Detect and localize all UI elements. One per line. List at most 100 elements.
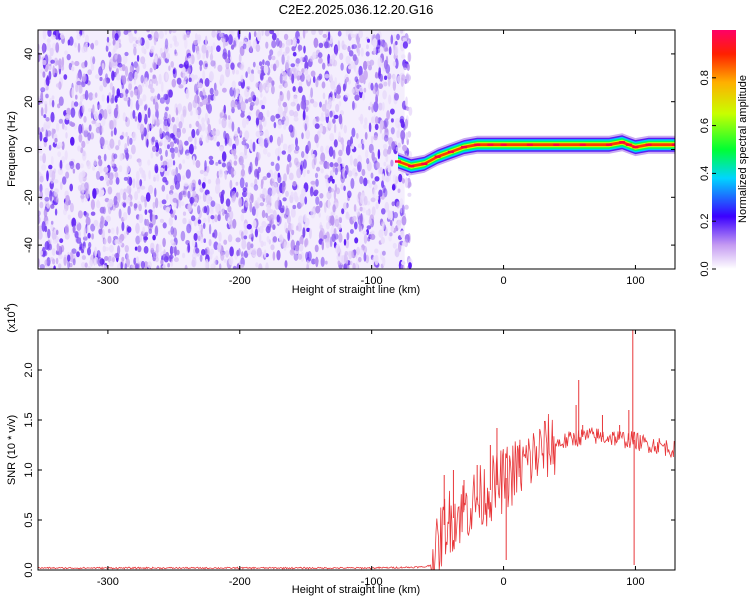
- noise-speckle: [98, 158, 103, 167]
- noise-speckle: [72, 225, 76, 234]
- noise-speckle: [306, 169, 310, 174]
- noise-speckle: [288, 172, 294, 181]
- noise-speckle: [83, 116, 87, 123]
- noise-speckle: [225, 58, 230, 63]
- noise-speckle: [332, 94, 335, 102]
- noise-speckle: [376, 161, 380, 169]
- noise-speckle: [246, 241, 252, 251]
- noise-speckle: [93, 111, 99, 121]
- noise-speckle: [198, 224, 202, 231]
- noise-speckle: [301, 151, 305, 158]
- noise-speckle: [320, 145, 324, 153]
- noise-speckle: [263, 249, 267, 258]
- noise-speckle: [220, 203, 225, 213]
- noise-speckle: [207, 179, 212, 184]
- noise-speckle: [374, 176, 380, 182]
- noise-speckle: [187, 136, 193, 143]
- noise-speckle: [366, 228, 369, 236]
- noise-speckle: [338, 149, 343, 157]
- noise-speckle: [104, 256, 109, 261]
- noise-speckle: [291, 67, 297, 72]
- noise-speckle: [404, 177, 408, 188]
- noise-speckle: [337, 260, 341, 266]
- noise-speckle: [203, 205, 207, 214]
- noise-speckle: [198, 179, 202, 186]
- noise-speckle: [365, 51, 370, 57]
- noise-speckle: [107, 186, 113, 195]
- noise-speckle: [89, 259, 93, 266]
- svg-text:(x104): (x104): [3, 303, 18, 333]
- noise-speckle: [218, 118, 222, 125]
- snr-x-label: Height of straight line (km): [292, 584, 420, 596]
- spectrogram-y-label: Frequency (Hz): [6, 111, 18, 187]
- noise-speckle: [168, 167, 171, 173]
- noise-speckle: [271, 32, 277, 41]
- noise-speckle: [107, 228, 111, 234]
- noise-speckle: [208, 155, 214, 160]
- noise-speckle: [267, 76, 272, 83]
- noise-speckle: [397, 142, 401, 148]
- noise-speckle: [99, 187, 105, 197]
- noise-speckle: [325, 103, 331, 111]
- noise-speckle: [275, 113, 281, 119]
- noise-speckle: [182, 127, 186, 134]
- noise-speckle: [389, 220, 393, 227]
- noise-speckle: [87, 69, 92, 75]
- noise-speckle: [138, 159, 142, 167]
- noise-speckle: [116, 226, 119, 236]
- noise-speckle: [375, 195, 379, 201]
- noise-speckle: [364, 132, 368, 140]
- noise-speckle: [272, 251, 276, 261]
- noise-speckle: [343, 185, 346, 192]
- noise-speckle: [374, 248, 379, 254]
- noise-speckle: [63, 256, 67, 266]
- noise-speckle: [59, 238, 64, 244]
- noise-speckle: [393, 33, 396, 42]
- noise-speckle: [313, 189, 319, 195]
- noise-speckle: [169, 192, 174, 204]
- noise-speckle: [240, 168, 245, 177]
- noise-speckle: [182, 217, 187, 225]
- noise-speckle: [242, 187, 247, 193]
- noise-speckle: [319, 200, 323, 208]
- noise-speckle: [382, 90, 387, 100]
- noise-speckle: [97, 155, 102, 161]
- noise-speckle: [323, 234, 328, 240]
- noise-speckle: [225, 62, 230, 70]
- noise-speckle: [298, 243, 304, 252]
- noise-speckle: [329, 133, 335, 142]
- noise-speckle: [173, 209, 176, 214]
- noise-speckle: [401, 204, 405, 216]
- noise-speckle: [319, 101, 322, 108]
- noise-speckle: [383, 42, 388, 52]
- noise-speckle: [65, 163, 71, 171]
- noise-speckle: [320, 256, 325, 267]
- noise-speckle: [324, 41, 329, 49]
- noise-speckle: [39, 264, 45, 269]
- noise-speckle: [178, 84, 184, 89]
- noise-speckle: [203, 238, 206, 243]
- ridge-peak-mark: [672, 143, 675, 146]
- noise-speckle: [43, 121, 47, 131]
- noise-speckle: [377, 149, 381, 160]
- noise-speckle: [108, 172, 114, 181]
- noise-speckle: [402, 241, 406, 247]
- noise-speckle: [401, 54, 406, 59]
- noise-speckle: [174, 146, 179, 154]
- noise-speckle: [163, 118, 169, 127]
- noise-speckle: [178, 198, 182, 209]
- noise-speckle: [51, 34, 56, 40]
- noise-speckle: [146, 30, 151, 33]
- noise-speckle: [272, 209, 277, 220]
- noise-speckle: [321, 240, 324, 251]
- snr-y-tick-label: 0.5: [23, 512, 35, 527]
- noise-speckle: [57, 168, 64, 176]
- noise-speckle: [277, 192, 282, 198]
- noise-speckle: [70, 107, 76, 118]
- noise-speckle: [373, 135, 378, 141]
- noise-speckle: [123, 231, 127, 239]
- noise-speckle: [158, 119, 163, 124]
- noise-speckle: [303, 213, 307, 223]
- noise-speckle: [296, 38, 300, 44]
- noise-speckle: [232, 148, 237, 156]
